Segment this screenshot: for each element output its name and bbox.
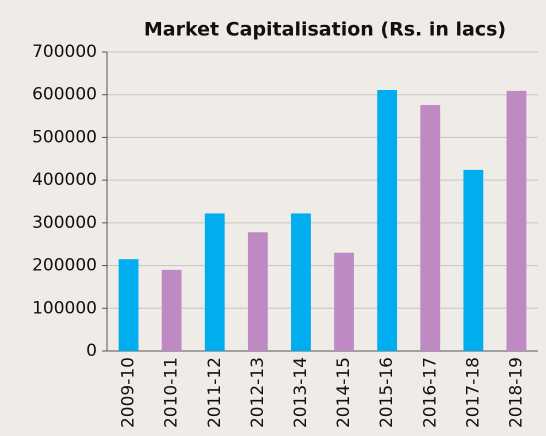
bar [118, 259, 139, 351]
bar [247, 232, 268, 351]
bar [463, 169, 484, 351]
y-tick-label: 100000 [32, 298, 97, 318]
x-tick-label: 2011-12 [205, 357, 225, 428]
y-tick-label: 200000 [32, 256, 97, 276]
bar [506, 90, 527, 352]
x-tick-label: 2012-13 [248, 357, 268, 428]
y-tick-label: 400000 [32, 170, 97, 190]
y-tick-label: 300000 [32, 213, 97, 233]
chart-title: Market Capitalisation (Rs. in lacs) [144, 19, 506, 41]
bar [377, 90, 398, 351]
bar [291, 213, 311, 351]
x-tick-label: 2018-19 [506, 357, 526, 428]
x-tick-label: 2010-11 [162, 357, 182, 428]
bar [334, 252, 354, 351]
bar [161, 269, 182, 351]
y-tick-label: 700000 [32, 42, 97, 62]
x-tick-label: 2009-10 [119, 357, 139, 428]
x-tick-label: 2016-17 [420, 357, 440, 428]
y-tick-label: 500000 [32, 127, 97, 147]
x-tick-label: 2017-18 [463, 357, 483, 428]
bar [204, 213, 225, 351]
y-tick-label: 0 [86, 341, 97, 361]
y-tick-label: 600000 [32, 85, 97, 105]
x-tick-label: 2014-15 [334, 357, 354, 428]
x-tick-label: 2015-16 [377, 357, 397, 428]
bar [420, 104, 441, 351]
x-tick-label: 2013-14 [291, 357, 311, 428]
